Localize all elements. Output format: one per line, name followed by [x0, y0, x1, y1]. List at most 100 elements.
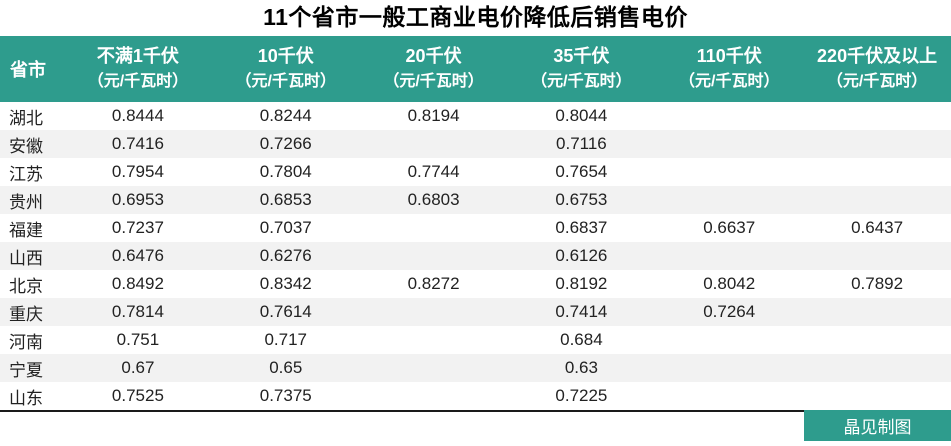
value-cell: 0.7225 [555, 386, 608, 405]
credit-badge: 晶见制图 [804, 410, 951, 441]
province-cell: 江苏 [9, 164, 43, 184]
value-cell [803, 158, 951, 186]
value-cell [803, 102, 951, 130]
province-cell: 山西 [9, 248, 43, 268]
col-unit: （元/千瓦时） [87, 73, 189, 90]
table-row: 福建 0.7237 0.7037 0.6837 0.6637 0.6437 [0, 214, 951, 242]
value-cell: 0.6753 [555, 190, 608, 209]
footer: 晶见制图 [0, 410, 951, 441]
value-cell [803, 382, 951, 410]
value-cell [360, 242, 508, 270]
value-cell [655, 326, 803, 354]
value-cell [803, 242, 951, 270]
value-cell: 0.7266 [259, 134, 312, 153]
col-label: 110千伏 [696, 46, 762, 66]
value-cell: 0.6637 [703, 218, 756, 237]
value-cell [655, 130, 803, 158]
table-row: 河南 0.751 0.717 0.684 [0, 326, 951, 354]
table-row: 安徽 0.7416 0.7266 0.7116 [0, 130, 951, 158]
value-cell: 0.6837 [555, 218, 608, 237]
province-cell: 安徽 [9, 136, 43, 156]
province-cell: 北京 [9, 276, 43, 296]
col-header-under-1kv: 不满1千伏 （元/千瓦时） [64, 36, 212, 102]
col-unit: （元/千瓦时） [235, 73, 336, 90]
value-cell [360, 382, 508, 410]
value-cell: 0.8194 [407, 106, 460, 125]
col-header-220kv-above: 220千伏及以上 （元/千瓦时） [803, 36, 951, 102]
value-cell: 0.7804 [259, 162, 312, 181]
value-cell: 0.7237 [111, 218, 164, 237]
page-title: 11个省市一般工商业电价降低后销售电价 [263, 4, 688, 30]
value-cell [655, 102, 803, 130]
table-row: 重庆 0.7814 0.7614 0.7414 0.7264 [0, 298, 951, 326]
col-label: 20千伏 [405, 46, 462, 66]
value-cell [360, 130, 508, 158]
table-row: 贵州 0.6953 0.6853 0.6803 0.6753 [0, 186, 951, 214]
table-row: 山西 0.6476 0.6276 0.6126 [0, 242, 951, 270]
value-cell: 0.7892 [851, 274, 904, 293]
value-cell [655, 382, 803, 410]
col-header-20kv: 20千伏 （元/千瓦时） [359, 36, 508, 102]
value-cell: 0.6126 [555, 246, 608, 265]
table-body: 湖北 0.8444 0.8244 0.8194 0.8044 安徽 0.7416… [0, 102, 951, 410]
value-cell: 0.7414 [555, 302, 608, 321]
table-row: 江苏 0.7954 0.7804 0.7744 0.7654 [0, 158, 951, 186]
province-cell: 山东 [9, 388, 43, 408]
value-cell: 0.6853 [259, 190, 312, 209]
province-cell: 湖北 [9, 108, 43, 128]
value-cell: 0.6953 [111, 190, 164, 209]
value-cell: 0.751 [116, 330, 160, 349]
col-unit: （元/千瓦时） [679, 73, 780, 90]
bottom-rule [0, 410, 804, 441]
value-cell: 0.8342 [259, 274, 312, 293]
table-row: 山东 0.7525 0.7375 0.7225 [0, 382, 951, 410]
table-row: 宁夏 0.67 0.65 0.63 [0, 354, 951, 382]
value-cell [655, 158, 803, 186]
value-cell: 0.7525 [111, 386, 164, 405]
col-unit: （元/千瓦时） [531, 73, 632, 90]
table-header: 省市 不满1千伏 （元/千瓦时） 10千伏 （元/千瓦时） 20千伏 （元/千瓦… [0, 36, 951, 102]
value-cell: 0.65 [269, 358, 303, 377]
value-cell: 0.6476 [111, 246, 164, 265]
value-cell: 0.8044 [555, 106, 608, 125]
value-cell [803, 354, 951, 382]
value-cell [803, 298, 951, 326]
value-cell [803, 130, 951, 158]
col-label: 不满1千伏 [96, 46, 179, 66]
province-cell: 贵州 [9, 192, 43, 212]
province-cell: 宁夏 [9, 360, 43, 380]
value-cell [803, 186, 951, 214]
value-cell: 0.8272 [407, 274, 460, 293]
value-cell: 0.6803 [407, 190, 460, 209]
header-row: 省市 不满1千伏 （元/千瓦时） 10千伏 （元/千瓦时） 20千伏 （元/千瓦… [0, 36, 951, 102]
value-cell [803, 326, 951, 354]
table-row: 湖北 0.8444 0.8244 0.8194 0.8044 [0, 102, 951, 130]
col-header-35kv: 35千伏 （元/千瓦时） [507, 36, 656, 102]
value-cell: 0.63 [564, 358, 598, 377]
value-cell: 0.8492 [111, 274, 164, 293]
value-cell: 0.7264 [703, 302, 756, 321]
province-cell: 重庆 [9, 304, 43, 324]
price-table: 省市 不满1千伏 （元/千瓦时） 10千伏 （元/千瓦时） 20千伏 （元/千瓦… [0, 36, 951, 410]
value-cell: 0.7654 [555, 162, 608, 181]
value-cell: 0.7744 [407, 162, 460, 181]
value-cell [360, 354, 508, 382]
value-cell: 0.8244 [259, 106, 312, 125]
col-label: 35千伏 [553, 46, 610, 66]
col-header-10kv: 10千伏 （元/千瓦时） [211, 36, 360, 102]
value-cell [360, 326, 508, 354]
col-label: 220千伏及以上 [817, 46, 938, 66]
value-cell: 0.8192 [555, 274, 608, 293]
value-cell: 0.67 [121, 358, 155, 377]
value-cell: 0.8042 [703, 274, 756, 293]
value-cell: 0.7116 [556, 134, 607, 153]
value-cell: 0.8444 [111, 106, 164, 125]
value-cell: 0.6276 [259, 246, 312, 265]
table-row: 北京 0.8492 0.8342 0.8272 0.8192 0.8042 0.… [0, 270, 951, 298]
value-cell [655, 186, 803, 214]
value-cell: 0.7614 [259, 302, 312, 321]
col-unit: （元/千瓦时） [383, 73, 484, 90]
col-header-110kv: 110千伏 （元/千瓦时） [655, 36, 804, 102]
col-label: 10千伏 [257, 46, 314, 66]
